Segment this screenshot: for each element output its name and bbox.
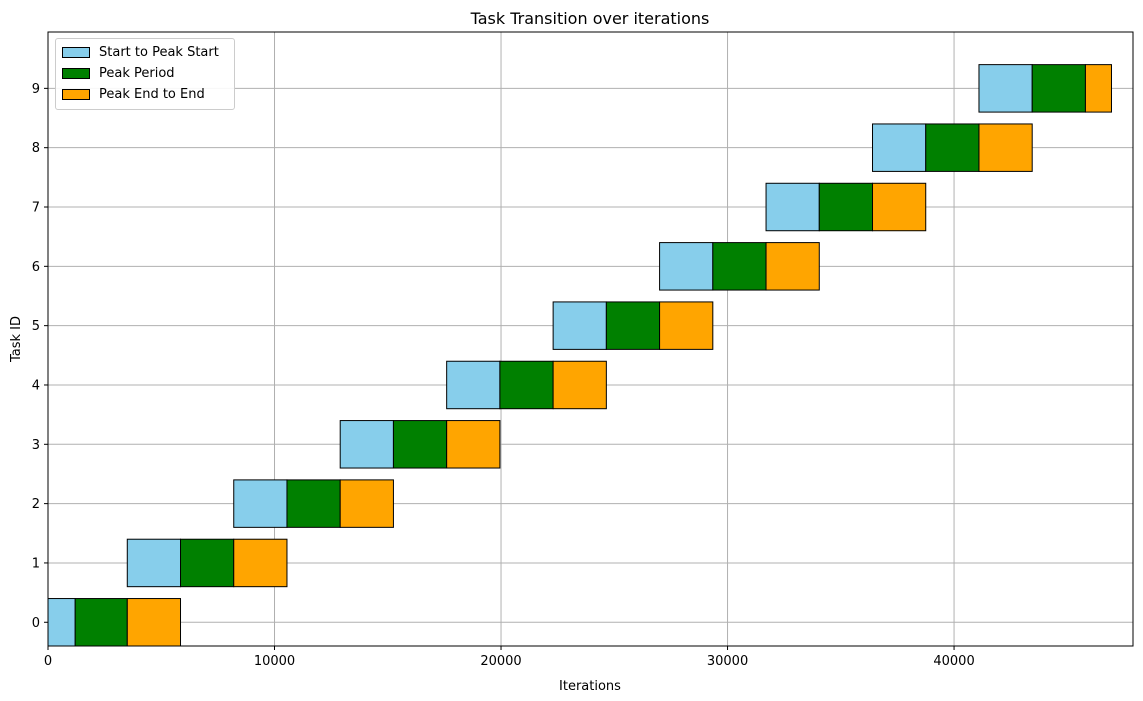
bar-task-2: [233, 479, 288, 528]
bar-task-6: [659, 242, 714, 291]
bars-group: [47, 64, 1112, 647]
legend: Start to Peak Start Peak Period Peak End…: [55, 38, 235, 110]
bar-task-3: [392, 420, 448, 469]
bar-task-2: [286, 479, 341, 528]
bar-task-0: [74, 598, 128, 647]
y-tick-label: 1: [32, 556, 40, 571]
bar-task-1: [126, 538, 182, 588]
x-tick-label: 40000: [933, 654, 974, 669]
bar-task-6: [712, 242, 767, 291]
legend-swatch: [62, 89, 90, 100]
legend-label: Start to Peak Start: [99, 45, 219, 60]
bar-task-0: [47, 598, 76, 647]
bar-task-4: [446, 360, 501, 410]
bar-task-5: [552, 301, 607, 350]
bar-task-9: [1031, 64, 1086, 113]
bar-task-8: [872, 123, 927, 172]
bar-task-4: [552, 360, 607, 410]
x-tick-label: 0: [44, 654, 52, 669]
y-tick-label: 7: [32, 201, 40, 216]
y-tick-label: 6: [32, 260, 40, 275]
bar-task-8: [978, 123, 1033, 172]
bar-task-9: [1084, 64, 1112, 113]
y-tick-label: 5: [32, 319, 40, 334]
legend-swatch: [62, 68, 90, 79]
y-axis-ticks: 0 1 2 3 4 5 6 7 8 9: [32, 82, 48, 631]
y-axis-label: Task ID: [9, 316, 24, 363]
y-tick-label: 0: [32, 616, 40, 631]
legend-item-start-to-peak-start: Start to Peak Start: [56, 42, 234, 63]
plot-frame: [47, 31, 1134, 647]
bar-task-7: [818, 182, 874, 232]
y-tick-label: 3: [32, 438, 40, 453]
legend-item-peak-end-to-end: Peak End to End: [56, 84, 234, 105]
bar-task-0: [126, 598, 182, 647]
x-axis-label: Iterations: [559, 679, 621, 694]
bar-task-5: [605, 301, 661, 350]
x-tick-label: 20000: [480, 654, 521, 669]
y-tick-label: 9: [32, 82, 40, 97]
bar-task-8: [925, 123, 980, 172]
bar-task-7: [765, 182, 820, 232]
bar-task-9: [978, 64, 1033, 113]
bar-task-7: [872, 182, 927, 232]
x-axis-ticks: 0 10000 20000 30000 40000: [44, 646, 975, 669]
chart-title: Task Transition over iterations: [470, 9, 710, 28]
bar-task-3: [339, 420, 394, 469]
bar-task-1: [233, 538, 288, 588]
x-tick-label: 10000: [254, 654, 295, 669]
legend-swatch: [62, 47, 90, 58]
y-tick-label: 2: [32, 497, 40, 512]
legend-label: Peak End to End: [99, 87, 205, 102]
y-tick-label: 4: [32, 378, 40, 393]
x-tick-label: 30000: [707, 654, 748, 669]
y-tick-label: 8: [32, 141, 40, 156]
bar-task-3: [446, 420, 501, 469]
bar-task-5: [659, 301, 714, 350]
bar-task-4: [499, 360, 554, 410]
bar-task-1: [180, 538, 235, 588]
bar-task-2: [339, 479, 394, 528]
legend-label: Peak Period: [99, 66, 175, 81]
bar-task-6: [765, 242, 820, 291]
legend-item-peak-period: Peak Period: [56, 63, 234, 84]
